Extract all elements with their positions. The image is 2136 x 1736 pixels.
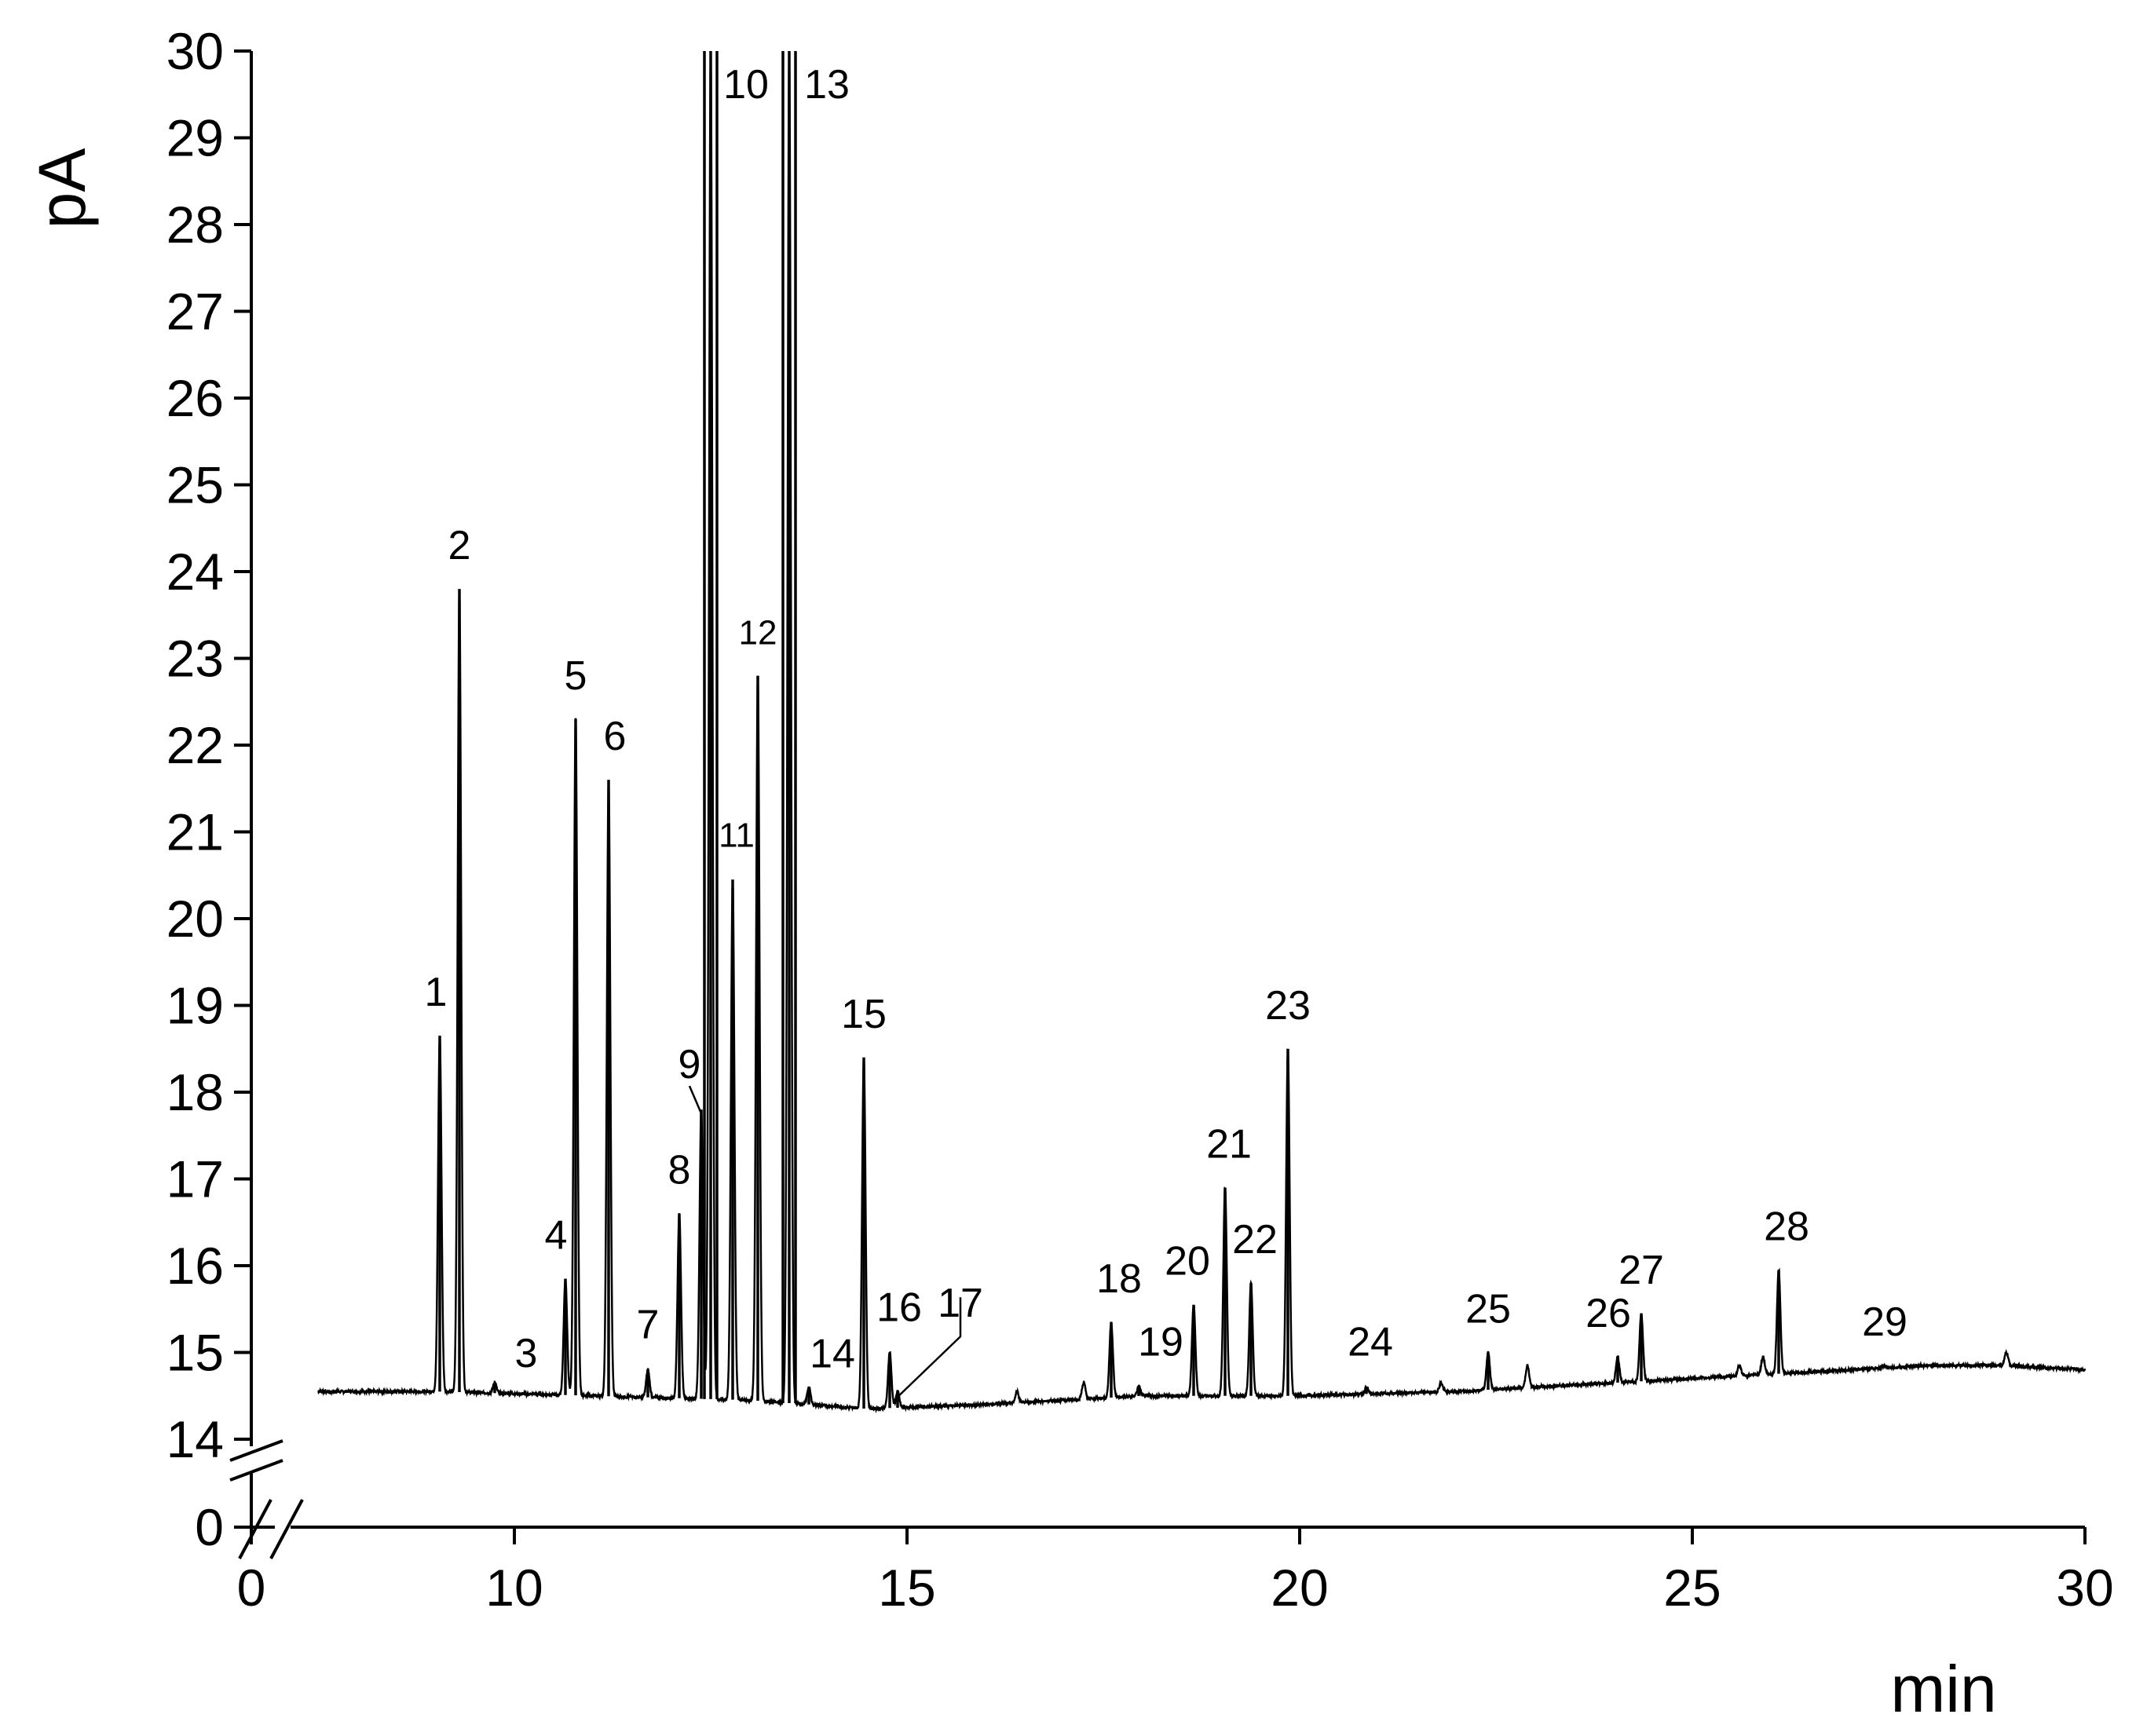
x-tick-label: 15 [878, 1559, 935, 1617]
y-tick-label: 15 [166, 1324, 224, 1382]
x-axis-title: min [1890, 1652, 1996, 1726]
y-tick-label: 24 [166, 543, 224, 601]
x-axis-break-mark [269, 1499, 304, 1559]
y-tick-label: 16 [166, 1237, 224, 1295]
peak-label-9: 9 [678, 1042, 701, 1087]
y-axis-break-mark [229, 1439, 283, 1462]
peak-label-19: 19 [1138, 1320, 1183, 1365]
x-tick-label: 10 [485, 1559, 543, 1617]
trace-layer [317, 51, 2087, 1414]
y-tick-label: 26 [166, 369, 224, 427]
chromatogram-trace [317, 51, 2087, 1414]
peak-label-21: 21 [1206, 1122, 1252, 1168]
y-tick-label: 27 [166, 283, 224, 341]
peak-label-20: 20 [1165, 1239, 1210, 1285]
y-tick-label: 23 [166, 630, 224, 688]
y-tick-label: 17 [166, 1150, 224, 1208]
peak-label-23: 23 [1265, 983, 1311, 1029]
peak-label-15: 15 [841, 992, 887, 1037]
peak-label-25: 25 [1465, 1287, 1511, 1332]
y-tick-label: 18 [166, 1063, 224, 1121]
y-tick-label: 30 [166, 22, 224, 80]
x-axis-break-mark [238, 1499, 272, 1559]
x-tick-label: 25 [1663, 1559, 1721, 1617]
peak-label-29: 29 [1862, 1299, 1907, 1345]
peak-9-leader [688, 1085, 703, 1114]
peak-label-7: 7 [637, 1303, 660, 1348]
peak-label-5: 5 [565, 653, 587, 699]
y-tick-label: 28 [166, 196, 224, 254]
peak-label-28: 28 [1764, 1204, 1809, 1250]
peak-label-27: 27 [1618, 1248, 1664, 1293]
y-axis-title: pA [25, 148, 99, 229]
y-tick-label: 25 [166, 456, 224, 514]
y-tick-label: 14 [166, 1410, 224, 1468]
y-axis-break-mark [229, 1459, 283, 1482]
peak-label-4: 4 [545, 1213, 568, 1259]
peak-label-14: 14 [810, 1332, 855, 1377]
peak-label-18: 18 [1096, 1256, 1142, 1302]
peak-label-13: 13 [804, 62, 850, 108]
peak-label-3: 3 [515, 1331, 538, 1376]
y-tick-label: 19 [166, 977, 224, 1035]
peak-label-12: 12 [739, 614, 777, 652]
peak-label-8: 8 [668, 1148, 691, 1193]
x-tick-label: 20 [1271, 1559, 1328, 1617]
peak-label-1: 1 [425, 970, 448, 1015]
x-tick-label: 30 [2056, 1559, 2113, 1617]
peak-label-24: 24 [1348, 1320, 1393, 1365]
y-tick-label: 21 [166, 803, 224, 861]
peak-label-6: 6 [604, 714, 627, 759]
y-tick-label: 22 [166, 716, 224, 774]
x-tick-label: 0 [237, 1559, 266, 1617]
peak-label-22: 22 [1232, 1217, 1278, 1263]
peak-label-26: 26 [1586, 1291, 1631, 1336]
peak-label-10: 10 [723, 62, 769, 108]
y-tick-label: 0 [195, 1498, 224, 1556]
peak-label-2: 2 [448, 523, 471, 568]
peak-label-16: 16 [876, 1285, 922, 1331]
y-tick-label: 29 [166, 109, 224, 167]
y-tick-label: 20 [166, 890, 224, 948]
peak-17-leader [898, 1297, 962, 1397]
peak-label-11: 11 [719, 816, 755, 854]
